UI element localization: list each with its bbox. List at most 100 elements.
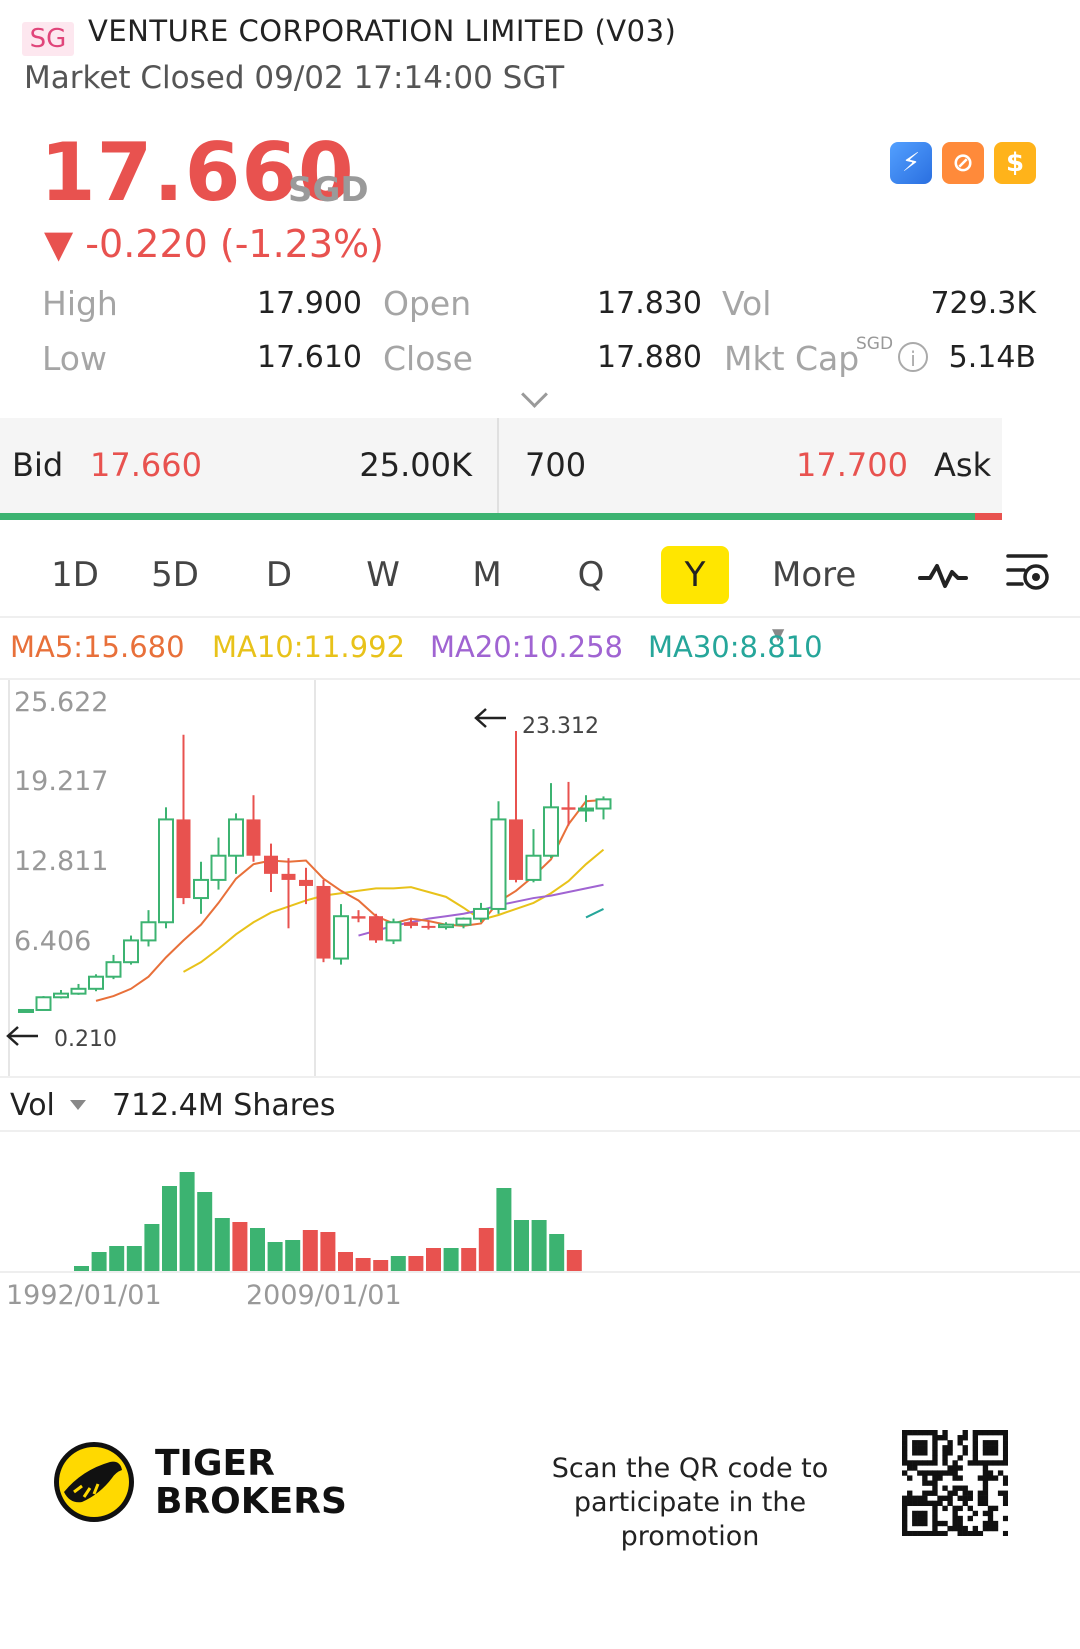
chart-settings-icon[interactable] [1004,550,1054,596]
tab-5d[interactable]: 5D [151,555,199,595]
volume-bar [478,1228,494,1272]
volume-bar [443,1248,459,1272]
candle [421,925,436,928]
candle [455,917,472,926]
candlestick-chart[interactable]: 25.622 19.217 12.811 6.406 23.312 0.210 [0,680,1080,1076]
volume-chart [0,1172,1080,1273]
volume-bar [126,1246,142,1272]
ask-label: Ask [934,446,992,484]
caret-down-icon: ▼ [772,624,785,644]
tab-y[interactable]: Y [661,546,729,604]
volume-bar [285,1240,301,1272]
volume-bar [197,1192,213,1272]
volume-bar [514,1220,529,1272]
candle [351,916,366,919]
volume-bar [232,1222,248,1272]
volume-bar [74,1266,89,1272]
candle [404,922,418,926]
candle [88,975,104,990]
open-label: Open [383,284,472,323]
volume-bar [566,1250,582,1272]
market-badge: SG [22,22,74,56]
price-currency: SGD [288,170,369,210]
ma30-label: MA30:8.810 [648,630,823,664]
candle [105,961,122,978]
volume-bar [179,1172,195,1272]
brand-line1: TIGER [155,1443,275,1484]
candle [140,921,157,942]
volume-bar [214,1218,230,1272]
vol-value: 729.3K [930,286,1036,321]
ma20-label: MA20:10.258 [430,630,624,664]
volume-bar [320,1232,336,1272]
candle [509,819,523,880]
candle [246,819,261,856]
candle [176,819,191,899]
volume-bar [250,1228,265,1272]
candle [299,879,313,886]
tab-m[interactable]: M [472,555,502,595]
caret-down-icon[interactable] [70,1100,86,1110]
bid-depth-bar [0,513,975,520]
chevron-down-icon[interactable] [521,381,548,408]
candle [385,921,402,942]
max-marker: 23.312 [474,708,599,739]
last-price: 17.660 [40,126,355,219]
indicator-icon[interactable] [918,556,968,592]
candle [158,818,174,924]
y-tick: 12.811 [14,846,108,877]
qr-code[interactable] [902,1430,1008,1536]
vol-label: Vol [722,284,772,323]
volume-bar [144,1224,160,1272]
low-label: Low [42,339,107,378]
candle [595,798,612,810]
x-axis-label: 1992/01/01 [6,1280,162,1311]
tab-q[interactable]: Q [577,555,605,595]
ma30-line [585,908,604,919]
market-status: Market Closed 09/02 17:14:00 SGT [24,60,565,96]
candle [561,807,576,810]
open-value: 17.830 [597,286,702,321]
tab-1d[interactable]: 1D [51,555,99,595]
candle [369,916,383,941]
y-tick: 6.406 [14,926,91,957]
trend-icon[interactable]: ⊘ [942,142,984,184]
tab-more[interactable]: More ▼ [772,546,876,644]
ma10-line [183,848,605,973]
info-icon[interactable]: i [898,342,928,372]
price-change: ▼ -0.220 (-1.23%) [44,222,384,266]
volume-bar [549,1234,565,1272]
high-label: High [42,284,118,323]
volume-bar [408,1256,424,1272]
candle [210,854,227,881]
candle [264,855,278,874]
candle [316,885,331,959]
volume-bar [355,1258,371,1272]
volume-label: Vol [10,1088,55,1123]
tab-w[interactable]: W [366,555,400,595]
candle [228,818,244,857]
x-axis-label: 2009/01/01 [246,1280,402,1311]
more-label: More [772,555,857,595]
candle [543,806,559,857]
y-tick: 19.217 [14,766,108,797]
stock-title: VENTURE CORPORATION LIMITED (V03) [88,14,677,48]
candle [578,807,594,812]
candle [438,923,454,929]
candle [473,907,489,920]
lightning-icon[interactable]: ⚡ [890,142,932,184]
candle [123,939,139,964]
dollar-icon[interactable]: $ [994,142,1036,184]
divider [0,1076,1080,1078]
mktcap-unit: SGD [856,334,894,354]
volume-bar [302,1230,318,1272]
volume-bar [373,1260,389,1272]
divider [0,678,1080,680]
close-value: 17.880 [597,340,702,375]
mktcap-value: 5.14B [948,340,1036,375]
tab-d[interactable]: D [265,555,293,595]
ask-size: 700 [525,446,587,484]
brand-name: TIGER BROKERS [155,1445,347,1521]
volume-bar [267,1242,283,1272]
min-label: 0.210 [54,1027,117,1052]
